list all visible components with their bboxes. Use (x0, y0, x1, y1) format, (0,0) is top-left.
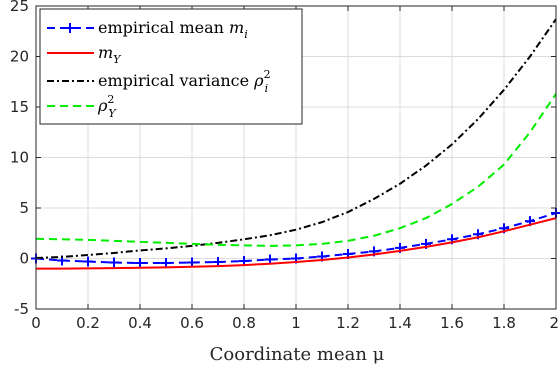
y-tick-label: 10 (10, 149, 29, 167)
legend-label: empirical mean mi (98, 18, 248, 41)
series-line-3 (35, 93, 557, 247)
legend-label-text: empirical variance (98, 71, 254, 90)
x-tick-label: 0.4 (128, 314, 152, 332)
x-tick-label: 2 (549, 314, 559, 332)
legend-label-math: m (229, 18, 244, 37)
legend-label-math: m (98, 43, 113, 62)
legend-label-sup: 2 (107, 93, 114, 106)
legend-label-math: ρ (97, 96, 108, 115)
axes (35, 5, 557, 310)
y-tick-label: 15 (10, 98, 29, 116)
legend-label-text: empirical mean (98, 18, 229, 37)
x-tick-label: 0.2 (76, 314, 100, 332)
legend-box (39, 8, 303, 125)
legend-label-math: ρ (253, 71, 264, 90)
series-line-2 (35, 18, 557, 259)
legend-marker (65, 23, 75, 33)
x-tick-label: 0.8 (232, 314, 256, 332)
legend-label-sub: i (265, 82, 269, 95)
y-tick-label: 0 (19, 250, 29, 268)
legend-label: empirical variance ρ2 i (98, 68, 271, 95)
x-tick-label: 1.2 (336, 314, 360, 332)
data-point-marker (83, 256, 93, 267)
legend-label-sub: i (244, 28, 248, 41)
series-line-1 (36, 217, 557, 270)
x-tick-label: 1.8 (492, 314, 516, 332)
plot-frame (35, 5, 557, 310)
x-tick-label: 0 (31, 314, 41, 332)
data-point-marker (109, 257, 119, 268)
legend-label-sup: 2 (264, 68, 271, 81)
x-tick-label: 1.4 (388, 314, 412, 332)
data-point-marker (135, 258, 145, 269)
y-tick-label: -5 (14, 300, 29, 318)
legend-label-sub: Y (108, 107, 117, 120)
y-tick-label: 5 (19, 199, 29, 217)
x-tick-label: 0.6 (180, 314, 204, 332)
legend-label-sub: Y (113, 53, 122, 66)
x-tick-label: 1.6 (440, 314, 464, 332)
y-tick-label: 20 (10, 48, 29, 66)
x-tick-label: 1 (291, 314, 301, 332)
legend-label: ρ2 Y (97, 93, 117, 120)
legend-label: mY (98, 43, 122, 66)
x-axis-label: Coordinate mean μ (210, 344, 385, 365)
data-point-marker (161, 258, 171, 269)
y-tick-label: 25 (10, 0, 29, 15)
